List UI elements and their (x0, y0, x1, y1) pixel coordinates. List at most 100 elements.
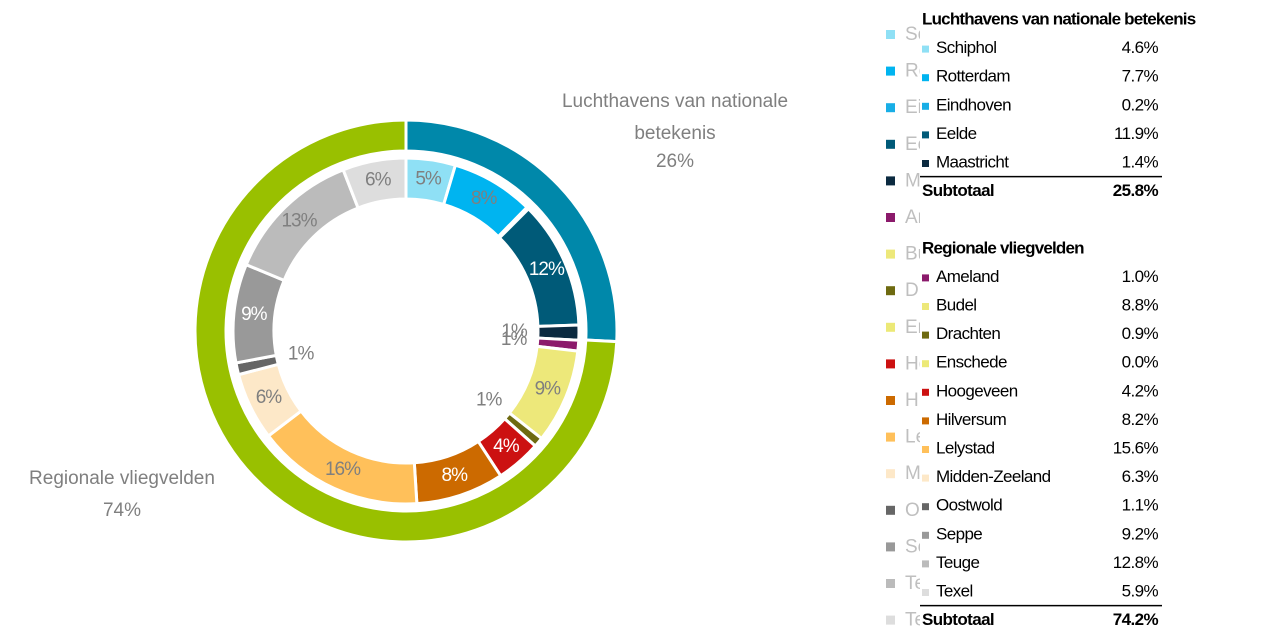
legend-label: Maastricht (905, 170, 993, 191)
data-label: 1% (288, 344, 315, 365)
data-label: 4% (493, 436, 520, 457)
data-label: 16% (325, 459, 361, 480)
legend-label: Seppe (905, 536, 960, 557)
table-value: 8.2% (1122, 410, 1159, 429)
table-header: Regionale vliegvelden (922, 238, 1084, 257)
table-name: Ameland (936, 267, 999, 286)
table-marker (922, 45, 929, 53)
group-percent: 74% (102, 500, 142, 521)
table-value: 5.9% (1122, 581, 1159, 600)
table-name: Budel (936, 295, 976, 314)
table-name: Rotterdam (936, 67, 1010, 86)
table-value: 4.6% (1122, 38, 1159, 57)
outer-segment (193, 118, 619, 544)
legend-back: SchipholRotterdamEindhovenEeldeMaastrich… (886, 24, 1042, 631)
table-name: Maastricht (936, 152, 1009, 171)
legend-marker (886, 432, 895, 442)
table-value: 9.2% (1122, 524, 1159, 543)
table-value: 7.7% (1122, 67, 1159, 86)
legend-label: Hoogeveen (905, 353, 1002, 374)
subtotal-value: 74.2% (1113, 610, 1159, 629)
data-label: 1% (501, 321, 528, 342)
legend-label: Eindhoven (905, 97, 995, 118)
table-value: 15.6% (1113, 438, 1159, 457)
table-marker (922, 274, 929, 282)
table-marker (922, 531, 929, 539)
data-label: 9% (241, 304, 268, 325)
table-name: Seppe (936, 524, 982, 543)
table-value: 12.8% (1113, 553, 1159, 572)
data-label: 1% (501, 329, 528, 350)
group-percent: 26% (655, 151, 695, 172)
data-label: 9% (535, 379, 562, 400)
legend-marker (886, 249, 895, 259)
subtotal-value: 25.8% (1113, 181, 1159, 200)
legend-marker (886, 66, 895, 76)
table-name: Schiphol (936, 38, 996, 57)
legend-marker (886, 286, 895, 296)
table-marker (922, 446, 929, 453)
table-name: Midden-Zeeland (936, 467, 1051, 486)
table-marker (922, 331, 929, 339)
legend-label: Rotterdam (905, 61, 994, 82)
table-marker (922, 303, 929, 310)
table-value: 4.2% (1122, 381, 1159, 400)
table-value: 6.3% (1122, 467, 1159, 486)
legend-label: Eelde (905, 134, 954, 155)
table-marker (922, 503, 929, 511)
group-label: Luchthavens van nationale betekenis (561, 91, 789, 144)
legend-label: Enschede (905, 317, 990, 338)
legend-marker (886, 396, 895, 405)
table-marker (922, 131, 929, 139)
legend-marker (886, 213, 895, 222)
table-value: 1.4% (1122, 152, 1159, 171)
data-label: 12% (529, 259, 565, 280)
data-label: 8% (471, 188, 498, 209)
table-value: 8.8% (1122, 295, 1159, 314)
table-marker (922, 589, 929, 596)
legend-marker (886, 322, 895, 332)
legend-marker (886, 359, 895, 369)
legend-label: Schiphol (905, 24, 978, 45)
table-name: Oostwold (936, 496, 1002, 515)
table-marker (922, 388, 929, 396)
legend-label: Texel (905, 610, 949, 631)
data-label: 1% (476, 389, 503, 410)
table-name: Drachten (936, 324, 1000, 343)
table-header: Luchthavens van nationale betekenis (922, 9, 1196, 28)
table-marker (922, 160, 929, 167)
table-marker (922, 417, 929, 425)
table-marker (922, 102, 929, 110)
legend-label: Lelystad (905, 427, 976, 448)
legend-marker (886, 103, 895, 113)
legend-label: Ameland (905, 207, 980, 228)
legend-label: Midden-Zeeland (905, 463, 1042, 484)
table-name: Lelystad (936, 438, 995, 457)
legend-marker (886, 139, 895, 149)
subtotal-title: Subtotaal (922, 181, 994, 200)
table-name: Hilversum (936, 410, 1007, 429)
legend-label: Oostwold (905, 500, 984, 521)
legend-marker (886, 30, 895, 39)
table-marker (922, 360, 929, 368)
legend-marker (886, 469, 895, 479)
table-name: Hoogeveen (936, 381, 1018, 400)
table-value: 0.9% (1122, 324, 1159, 343)
table-value: 1.1% (1122, 496, 1159, 515)
data-label: 6% (365, 170, 392, 191)
table-marker (922, 74, 929, 82)
table-marker (922, 474, 929, 482)
table-name: Teuge (936, 553, 979, 572)
subtotal-title: Subtotaal (922, 610, 994, 629)
table-name: Enschede (936, 353, 1007, 372)
table-value: 0.0% (1122, 353, 1159, 372)
table-value: 0.2% (1122, 95, 1159, 114)
data-label: 13% (281, 211, 317, 232)
legend-label: Teuge (905, 573, 957, 594)
table-value: 1.0% (1122, 267, 1159, 286)
legend-marker (886, 505, 895, 515)
legend-marker (886, 176, 895, 186)
table-name: Eindhoven (936, 95, 1011, 114)
